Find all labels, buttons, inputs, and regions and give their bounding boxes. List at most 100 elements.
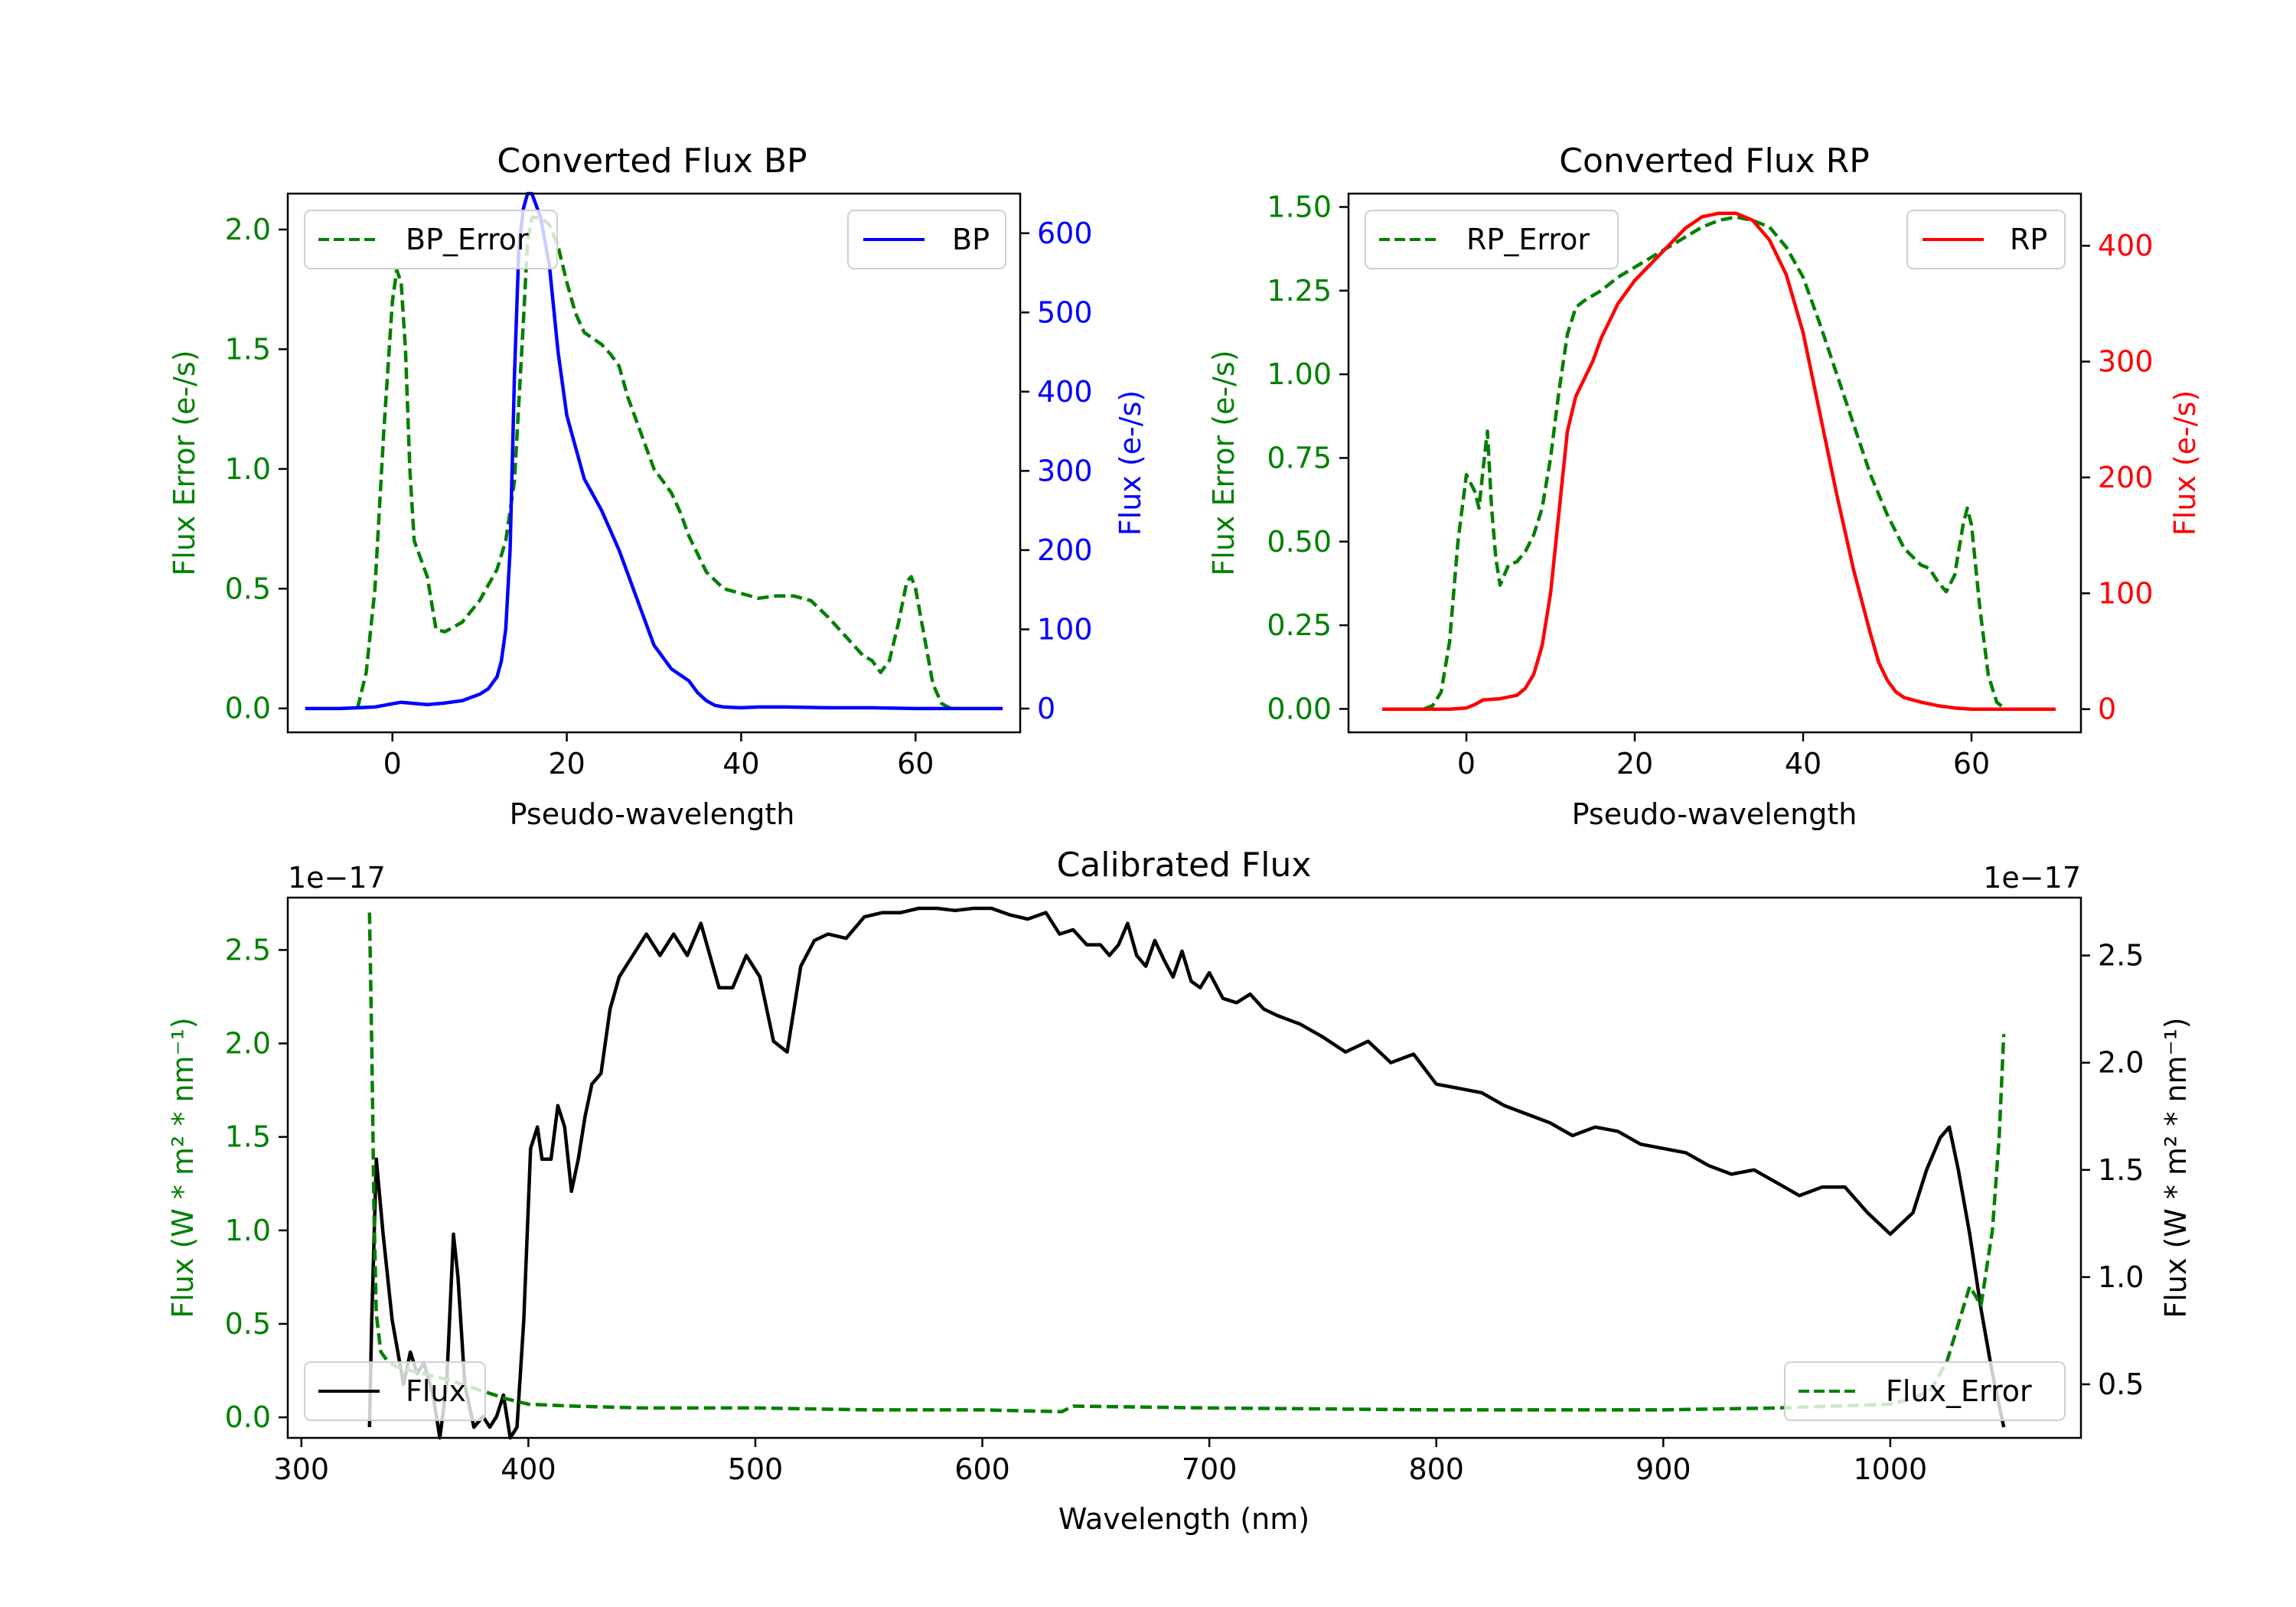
rp-plot-area: [1382, 211, 2056, 711]
bp-right-tick-label: 600: [1037, 217, 1093, 250]
rp-left-tick-label: 1.50: [1267, 190, 1332, 223]
rp-left-tick-label: 0.75: [1267, 441, 1332, 474]
bp-x-ticks: 0 20 40 60: [383, 732, 934, 781]
bp-series-bp-error: [355, 216, 951, 710]
rp-x-tick-label: 0: [1457, 747, 1476, 781]
rp-left-ticks: 0.00 0.25 0.50 0.75 1.00 1.25 1.50: [1267, 190, 1349, 725]
bp-legend-left: BP_Error: [304, 210, 558, 269]
bp-left-tick-label: 1.5: [225, 332, 271, 366]
cal-frame: [286, 896, 2082, 1439]
cal-left-tick-label: 0.5: [225, 1307, 271, 1341]
bp-right-tick-label: 500: [1037, 295, 1093, 329]
cal-x-ticks: 300 400 500 600 700 800 900 1000: [274, 1438, 1927, 1486]
rp-left-tick-label: 0.00: [1267, 692, 1332, 725]
bp-x-tick-label: 40: [722, 747, 759, 781]
cal-legend-left-box: [304, 1361, 486, 1421]
cal-left-tick-label: 2.5: [225, 933, 271, 966]
cal-left-tick-label: 2.0: [225, 1027, 271, 1061]
rp-legend-right-label: RP: [2010, 223, 2047, 256]
rp-right-tick-label: 300: [2098, 345, 2154, 379]
rp-title: Converted Flux RP: [1559, 142, 1870, 181]
cal-x-tick-label: 500: [728, 1452, 784, 1486]
cal-legend-right-label: Flux_Error: [1886, 1374, 2032, 1408]
rp-frame: [1347, 192, 2082, 734]
cal-right-tick-label: 1.0: [2098, 1260, 2144, 1294]
cal-legend-right: Flux_Error: [1784, 1361, 2066, 1421]
cal-left-tick-label: 1.5: [225, 1120, 271, 1154]
cal-legend-left-label: Flux: [406, 1374, 466, 1408]
rp-right-tick-label: 0: [2098, 693, 2116, 726]
cal-series-flux: [367, 906, 2006, 1440]
rp-legend-left-label: RP_Error: [1466, 223, 1590, 256]
cal-x-tick-label: 700: [1182, 1452, 1238, 1486]
cal-x-tick-label: 400: [501, 1452, 556, 1486]
rp-x-tick-label: 40: [1785, 747, 1821, 781]
cal-right-offset: 1e−17: [1983, 861, 2081, 895]
bp-x-tick-label: 60: [897, 747, 934, 781]
bp-left-tick-label: 0.5: [225, 572, 271, 605]
bp-legend-right-box: [847, 210, 1006, 269]
rp-right-tick-label: 400: [2098, 229, 2154, 262]
rp-left-tick-label: 0.25: [1267, 608, 1332, 642]
bp-y-right-label: Flux (e-/s): [1114, 390, 1147, 536]
rp-left-tick-label: 1.00: [1267, 357, 1332, 391]
rp-series-rp: [1382, 211, 2056, 711]
bp-plot-area: [305, 191, 1003, 711]
rp-right-ticks: 0 100 200 300 400: [2081, 229, 2154, 726]
rp-x-ticks: 0 20 40 60: [1457, 732, 1990, 781]
cal-y-right-label: Flux (W * m² * nm⁻¹): [2159, 1017, 2193, 1318]
rp-legend-left-box: [1365, 210, 1619, 269]
rp-right-tick-label: 200: [2098, 461, 2154, 494]
rp-x-tick-label: 20: [1616, 747, 1653, 781]
panel-calibrated: Calibrated Flux 1e−17 1e−17 300 400 500 600…: [166, 846, 2193, 1536]
bp-legend-right: BP: [847, 210, 1006, 269]
bp-x-tick-label: 0: [383, 747, 402, 781]
bp-legend-left-label: BP_Error: [406, 223, 529, 256]
bp-left-tick-label: 0.0: [225, 692, 271, 725]
rp-x-tick-label: 60: [1953, 747, 1990, 781]
cal-x-label: Wavelength (nm): [1058, 1502, 1309, 1536]
rp-right-tick-label: 100: [2098, 576, 2154, 610]
cal-right-ticks: 0.5 1.0 1.5 2.0 2.5: [2081, 939, 2144, 1401]
bp-y-left-label: Flux Error (e-/s): [168, 350, 201, 575]
cal-left-tick-label: 1.0: [225, 1214, 271, 1247]
cal-left-offset: 1e−17: [288, 861, 386, 895]
panel-bp: Converted Flux BP 0 20 40 60 0.0 0.5 1.0 1.5 2.…: [168, 142, 1147, 831]
rp-y-left-label: Flux Error (e-/s): [1207, 350, 1241, 575]
rp-y-right-label: Flux (e-/s): [2168, 390, 2202, 536]
bp-right-tick-label: 300: [1037, 454, 1093, 487]
bp-right-tick-label: 100: [1037, 612, 1093, 646]
bp-left-tick-label: 2.0: [225, 213, 271, 246]
rp-legend-left: RP_Error: [1365, 210, 1619, 269]
bp-title: Converted Flux BP: [497, 142, 807, 181]
cal-x-tick-label: 900: [1636, 1452, 1691, 1486]
cal-left-ticks: 0.0 0.5 1.0 1.5 2.0 2.5: [225, 933, 288, 1434]
cal-y-left-label: Flux (W * m² * nm⁻¹): [166, 1017, 200, 1318]
bp-left-tick-label: 1.0: [225, 452, 271, 486]
cal-x-tick-label: 600: [954, 1452, 1010, 1486]
bp-frame: [286, 192, 1022, 734]
bp-series-bp: [305, 191, 1003, 711]
rp-left-tick-label: 1.25: [1267, 274, 1332, 308]
bp-legend-left-box: [304, 210, 558, 269]
cal-legend-left: Flux: [304, 1361, 486, 1421]
bp-right-ticks: 0 100 200 300 400 500 600: [1020, 217, 1093, 725]
bp-right-tick-label: 400: [1037, 375, 1093, 409]
cal-right-tick-label: 0.5: [2098, 1367, 2144, 1401]
cal-right-tick-label: 2.5: [2098, 939, 2144, 973]
rp-legend-right: RP: [1906, 210, 2066, 269]
cal-right-tick-label: 1.5: [2098, 1153, 2144, 1187]
cal-plot-area: [367, 906, 2006, 1440]
cal-title: Calibrated Flux: [1057, 846, 1312, 885]
rp-x-label: Pseudo-wavelength: [1572, 797, 1857, 831]
cal-x-tick-label: 800: [1408, 1452, 1464, 1486]
cal-left-tick-label: 0.0: [225, 1400, 271, 1434]
panel-rp: Converted Flux RP 0 20 40 60 0.000.250.500.…: [1207, 142, 2202, 831]
cal-legend-right-box: [1784, 1361, 2066, 1421]
rp-series-rp-error: [1424, 215, 2007, 711]
cal-x-tick-label: 300: [274, 1452, 330, 1486]
bp-x-tick-label: 20: [548, 747, 585, 781]
bp-left-ticks: 0.0 0.5 1.0 1.5 2.0: [225, 213, 288, 725]
bp-right-tick-label: 200: [1037, 533, 1093, 567]
